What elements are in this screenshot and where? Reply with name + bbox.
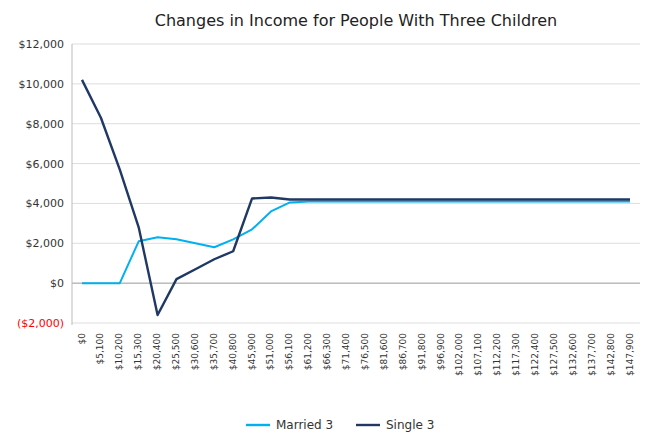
series-line — [82, 201, 630, 283]
grid-line — [72, 243, 640, 244]
legend-swatch — [246, 424, 270, 426]
x-tick-label: $86,700 — [398, 333, 408, 370]
x-tick-label: $56,100 — [284, 333, 294, 370]
x-tick-label: $91,800 — [417, 333, 427, 370]
x-tick-label: $122,400 — [530, 333, 540, 376]
grid-line — [72, 44, 640, 45]
y-tick-label: ($2,000) — [17, 317, 64, 330]
grid-line — [72, 283, 640, 284]
x-tick-label: $117,300 — [511, 333, 521, 376]
grid-line — [72, 203, 640, 204]
legend-swatch — [356, 424, 380, 426]
x-tick-label: $25,500 — [171, 333, 181, 370]
y-tick-label: $10,000 — [19, 78, 65, 91]
x-tick-label: $102,000 — [454, 333, 464, 376]
y-axis-line — [72, 44, 73, 325]
x-tick-label: $142,800 — [606, 333, 616, 376]
title: Changes in Income for People With Three … — [155, 11, 558, 30]
x-tick-label: $66,300 — [322, 333, 332, 370]
x-tick-label: $30,600 — [190, 333, 200, 370]
y-tick-label: $6,000 — [26, 158, 65, 171]
grid-line — [72, 163, 640, 164]
x-tick-label: $51,000 — [265, 333, 275, 370]
x-tick-label: $107,100 — [473, 333, 483, 376]
y-tick-label: $0 — [50, 277, 64, 290]
y-tick-label: $12,000 — [19, 38, 65, 51]
chart: Changes in Income for People With Three … — [0, 0, 654, 442]
x-tick-label: $5,100 — [95, 333, 105, 365]
y-tick-label: $8,000 — [26, 118, 65, 131]
grid — [72, 44, 640, 323]
legend-label: Single 3 — [386, 418, 434, 432]
x-tick-label: $132,600 — [568, 333, 578, 376]
x-tick-label: $45,900 — [247, 333, 257, 370]
legend-label: Married 3 — [276, 418, 333, 432]
series-line — [82, 80, 630, 315]
x-tick-label: $127,500 — [549, 333, 559, 376]
x-tick-label: $15,300 — [133, 333, 143, 370]
grid-line — [72, 323, 640, 324]
x-tick-label: $137,700 — [587, 333, 597, 376]
lines — [82, 80, 630, 315]
x-tick-label: $76,500 — [360, 333, 370, 370]
x-tick-label: $71,400 — [341, 333, 351, 370]
y-tick-label: $4,000 — [26, 197, 65, 210]
x-tick-label: $61,200 — [303, 333, 313, 370]
x-tick-label: $0 — [77, 333, 87, 345]
x-tick-label: $10,200 — [114, 333, 124, 370]
x-tick-label: $147,900 — [625, 333, 635, 376]
x-tick-label: $96,900 — [436, 333, 446, 370]
x-tick-label: $35,700 — [209, 333, 219, 370]
y-tick-label: $2,000 — [26, 237, 65, 250]
grid-line — [72, 123, 640, 124]
x-tick-label: $40,800 — [228, 333, 238, 370]
legend: Married 3 Single 3 — [246, 418, 434, 432]
x-tick-label: $20,400 — [152, 333, 162, 370]
grid-line — [72, 83, 640, 84]
x-tick-label: $81,600 — [379, 333, 389, 370]
x-tick-label: $112,200 — [492, 333, 502, 376]
